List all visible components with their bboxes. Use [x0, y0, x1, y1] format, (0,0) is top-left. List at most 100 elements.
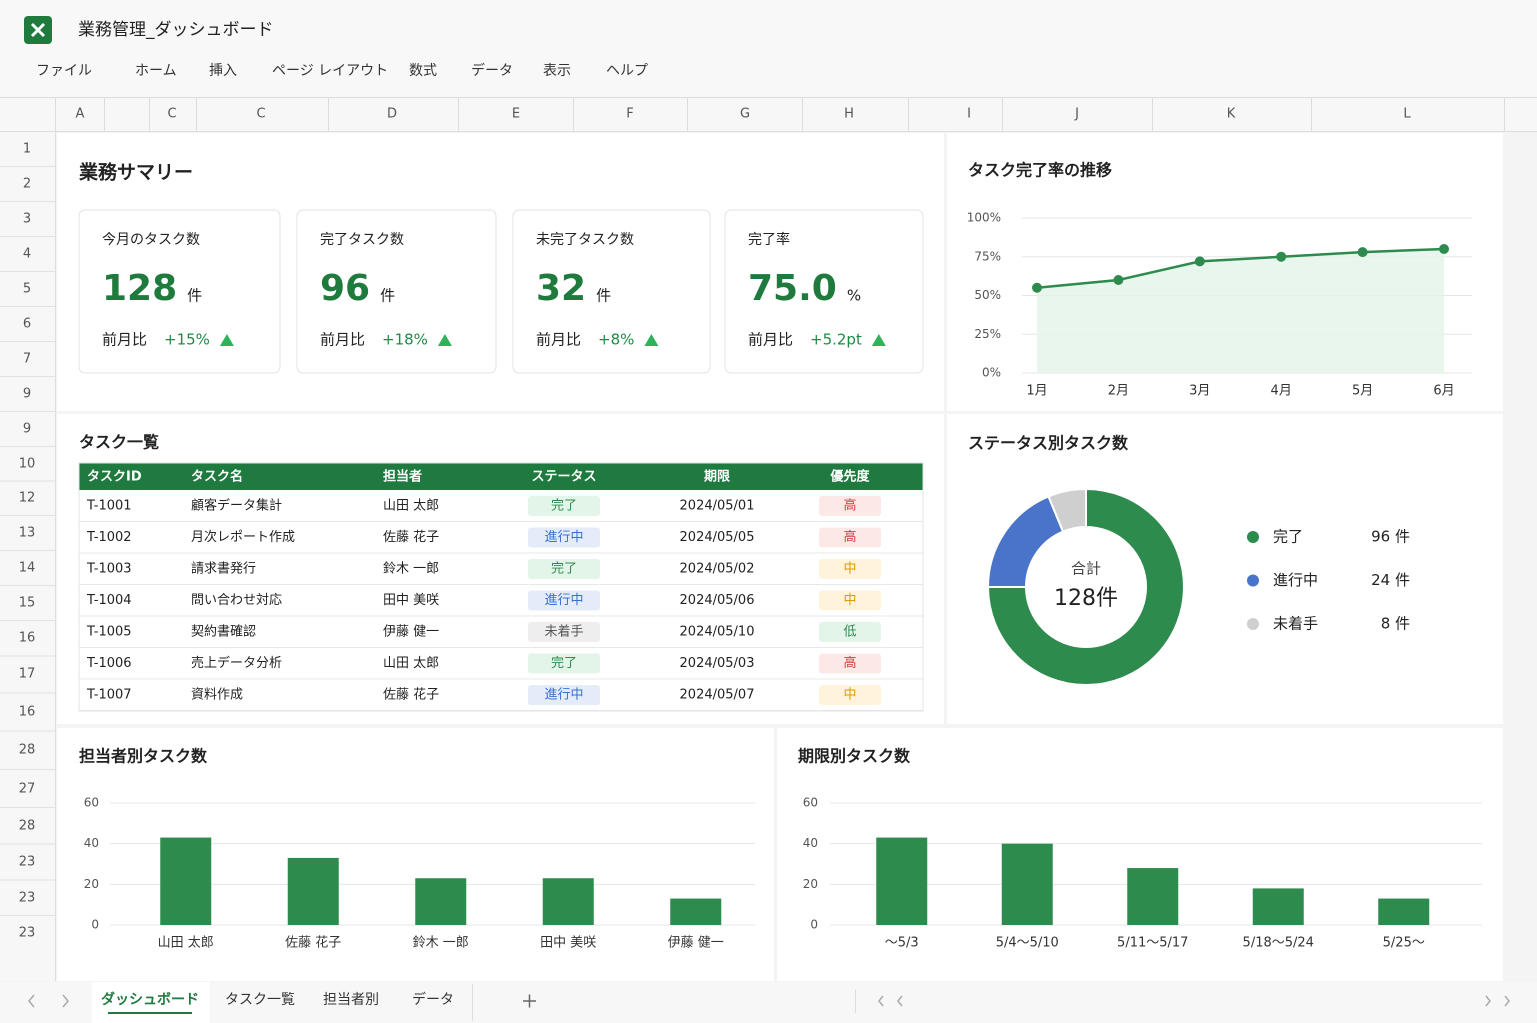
y-tick-label: 20: [84, 877, 99, 891]
row-header: 4: [23, 247, 31, 262]
x-tick-label: 〜5/3: [885, 936, 919, 951]
kpi-compare-label: 前月比: [102, 331, 147, 349]
row-header: 3: [23, 212, 31, 227]
y-tick-label: 0%: [982, 366, 1001, 380]
table-cell: 売上データ分析: [191, 655, 282, 671]
table-header-cell: 担当者: [383, 469, 422, 485]
kpi-label: 未完了タスク数: [536, 232, 634, 248]
column-header: A: [76, 107, 85, 122]
chart-title: 担当者別タスク数: [79, 747, 208, 766]
y-tick-label: 20: [803, 877, 818, 891]
row-header: 16: [19, 631, 36, 646]
menu-item[interactable]: 数式: [409, 63, 437, 79]
sheet-tab-bar: [0, 982, 1537, 1023]
menu-item[interactable]: ホーム: [135, 63, 177, 79]
workbook-title: 業務管理_ダッシュボード: [78, 20, 274, 40]
sheet-tab[interactable]: ダッシュボード: [101, 991, 199, 1008]
row-header: 9: [23, 387, 31, 402]
bar: [1001, 843, 1053, 925]
x-tick-label: 5/4〜5/10: [996, 936, 1059, 951]
table-cell: 田中 美咲: [383, 592, 439, 608]
row-header: 17: [19, 667, 36, 682]
x-tick-label: 6月: [1433, 384, 1454, 399]
title-bar: [0, 0, 1537, 97]
row-header: 16: [19, 705, 36, 720]
badge: [528, 559, 600, 579]
menu-item[interactable]: 表示: [543, 63, 571, 79]
add-sheet-button[interactable]: [523, 994, 536, 1008]
x-tick-label: 伊藤 健一: [668, 936, 724, 951]
menu-item[interactable]: ファイル: [36, 63, 92, 79]
badge: [528, 496, 600, 516]
column-header: L: [1403, 107, 1411, 122]
badge: [528, 622, 600, 642]
y-tick-label: 40: [803, 836, 818, 850]
table-cell: 月次レポート作成: [191, 529, 295, 545]
x-tick-label: 5/18〜5/24: [1243, 936, 1314, 951]
menu-item[interactable]: 挿入: [209, 63, 237, 79]
kpi-label: 今月のタスク数: [102, 232, 200, 248]
legend-label: 進行中: [1273, 571, 1318, 589]
menu-item[interactable]: データ: [471, 62, 513, 79]
row-header: 1: [23, 142, 31, 157]
row-header: 10: [19, 457, 36, 472]
table-cell: T-1002: [86, 530, 132, 545]
icon-glyph: [30, 22, 46, 38]
sheet-tab[interactable]: データ: [412, 991, 454, 1008]
table-cell: 伊藤 健一: [383, 625, 439, 640]
up-triangle: [644, 334, 659, 346]
x-tick-label: 佐藤 花子: [285, 935, 341, 951]
table-cell: 完了: [551, 499, 577, 514]
bar: [876, 837, 928, 925]
table-cell: T-1001: [86, 499, 132, 514]
sheet-tab[interactable]: 担当者別: [323, 992, 379, 1008]
table-cell: T-1005: [86, 625, 132, 640]
sheet-tab[interactable]: タスク一覧: [225, 991, 295, 1008]
table-header-cell: タスク名: [191, 469, 243, 485]
x-tick-label: 5月: [1352, 384, 1373, 399]
y-tick-label: 0: [91, 918, 99, 932]
up-triangle: [219, 334, 234, 346]
table-cell: 進行中: [544, 530, 583, 545]
y-tick-label: 0: [810, 918, 818, 932]
kpi-label: 完了タスク数: [320, 232, 404, 248]
legend-marker: [1247, 531, 1259, 543]
column-header: K: [1227, 107, 1236, 122]
column-header: I: [967, 107, 971, 122]
scroll-arrows[interactable]: [28, 994, 1510, 1008]
kpi-value: 96: [320, 268, 370, 309]
table-cell: 資料作成: [191, 688, 243, 703]
table-cell: 2024/05/06: [680, 593, 755, 608]
badge: [819, 496, 881, 516]
data-point: [1357, 247, 1368, 258]
data-point: [1276, 251, 1287, 262]
table-cell: 鈴木 一郎: [383, 562, 439, 577]
table-cell: 2024/05/01: [680, 499, 755, 514]
x-tick-label: 3月: [1189, 384, 1210, 399]
menu-item[interactable]: ヘルプ: [606, 63, 648, 79]
bar: [542, 878, 594, 925]
row-header: 6: [23, 317, 31, 332]
bar: [670, 898, 722, 925]
column-header: E: [512, 107, 520, 122]
table-cell: 山田 太郎: [383, 656, 439, 671]
chart-title: ステータス別タスク数: [968, 434, 1129, 453]
kpi-compare-label: 前月比: [748, 331, 793, 349]
table-cell: 2024/05/03: [680, 656, 755, 671]
donut-center-value: 128件: [1054, 586, 1118, 611]
chart-title: 期限別タスク数: [798, 747, 911, 766]
badge: [528, 685, 600, 705]
table-cell: 完了: [551, 656, 577, 671]
menu-item[interactable]: ページ レイアウト: [272, 63, 388, 79]
active-tab[interactable]: [92, 982, 210, 1023]
column-header: H: [844, 107, 854, 122]
panel: [947, 414, 1503, 724]
y-tick-label: 25%: [974, 327, 1001, 341]
data-point: [1113, 275, 1124, 285]
table-cell: 完了: [551, 562, 577, 577]
column-header: G: [740, 107, 750, 122]
table-cell: 低: [843, 625, 856, 640]
kpi-label: 完了率: [748, 231, 790, 248]
row-header: 15: [19, 596, 36, 611]
column-header: C: [167, 107, 176, 122]
